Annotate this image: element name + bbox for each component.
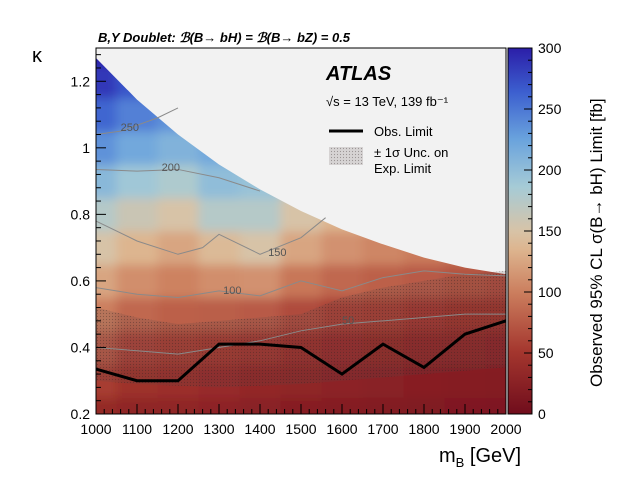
heatmap-cell [485,364,506,398]
legend: Obs. Limit ± 1σ Unc. on Exp. Limit [329,124,448,176]
heatmap-cell [96,131,117,165]
x-axis-label: mB [GeV] [439,445,521,470]
y-tick-label: 1 [82,140,90,156]
y-tick-label: 0.2 [71,406,91,422]
legend-band-label-line1: ± 1σ Unc. on [374,145,448,160]
heatmap-cell [198,197,240,232]
y-tick-label: 0.4 [71,339,91,355]
x-tick-label: 1500 [285,421,316,437]
heatmap-cell [157,197,199,232]
heatmap-cell [116,231,158,265]
heatmap-cell [239,197,281,232]
contour-label: 250 [121,122,139,134]
z-tick-label: 250 [538,101,562,117]
z-tick-label: 150 [538,223,562,239]
y-tick-label: 0.8 [71,206,91,222]
x-tick-label: 1000 [80,421,111,437]
legend-band-label-line2: Exp. Limit [374,161,431,176]
contour-line [96,107,179,136]
heatmap-cell [96,264,117,299]
z-tick-label: 100 [538,284,562,300]
x-axis-label-main: m [439,445,456,467]
z-tick-label: 300 [538,40,562,56]
chart-title: B,Y Doublet: ℬ(B→ bH) = ℬ(B→ bZ) = 0.5 [98,30,351,45]
y-tick-label: 1.2 [71,73,91,89]
contour-label: 50 [342,315,354,327]
y-tick-label: 0.6 [71,273,91,289]
heatmap-cell [96,231,117,265]
heatmap-cell [239,264,281,299]
x-tick-label: 1200 [162,421,193,437]
x-tick-label: 1900 [449,421,480,437]
x-tick-label: 1400 [244,421,275,437]
heatmap-cell [116,197,158,232]
heatmap-cell [96,397,117,414]
x-tick-label: 1700 [367,421,398,437]
x-tick-label: 2000 [490,421,521,437]
color-scale-axis: 0 50 100 150 200 250 300 [524,40,562,422]
heatmap-cell [157,264,199,299]
heatmap-cell [116,131,158,165]
legend-band-swatch [329,147,363,165]
contour-line [96,313,506,355]
x-tick-label: 1800 [408,421,439,437]
experiment-label: ATLAS [325,63,392,85]
z-tick-label: 200 [538,162,562,178]
energy-lumi-label: √s = 13 TeV, 139 fb⁻¹ [326,94,449,109]
expected-limit-band [96,270,506,388]
contour-lines: 250 200 150 100 50 [96,107,506,355]
x-tick-label: 1300 [203,421,234,437]
legend-obs-label: Obs. Limit [374,124,433,139]
heatmap-cell [280,231,322,265]
y-axis-label: κ [32,45,43,67]
heatmap-cell [198,231,240,265]
plot-area: 250 200 150 100 50 [96,48,506,414]
heatmap-cell [116,164,158,199]
contour-line [96,270,506,299]
y-axis: 0.2 0.4 0.6 0.8 1 1.2 [71,54,106,422]
z-tick-label: 50 [538,345,554,361]
heatmap-cell [96,97,117,132]
contour-line [96,168,261,192]
contour-line [96,217,326,255]
x-tick-label: 1100 [122,421,152,437]
heatmap-cell [116,264,158,299]
observed-limit-line [96,319,506,383]
contour-label: 200 [162,162,180,174]
heatmap-cell [321,264,363,299]
x-tick-label: 1600 [326,421,357,437]
heatmap-cell [157,231,199,265]
heatmap-cell [96,164,117,199]
color-scale-label: Observed 95% CL σ(B→ bH) Limit [fb] [587,98,606,387]
heatmap-cell [485,397,506,414]
x-axis: 1000 1100 1200 1300 1400 1500 1600 1700 1800 1900… [80,404,522,437]
heatmap-cell [321,231,363,265]
contour-label: 150 [268,247,286,259]
unphysical-region [96,48,506,275]
x-axis-label-unit: [GeV] [464,445,521,467]
z-tick-label: 0 [538,406,546,422]
contour-label: 100 [223,285,241,297]
x-axis-label-sub: B [456,455,465,470]
